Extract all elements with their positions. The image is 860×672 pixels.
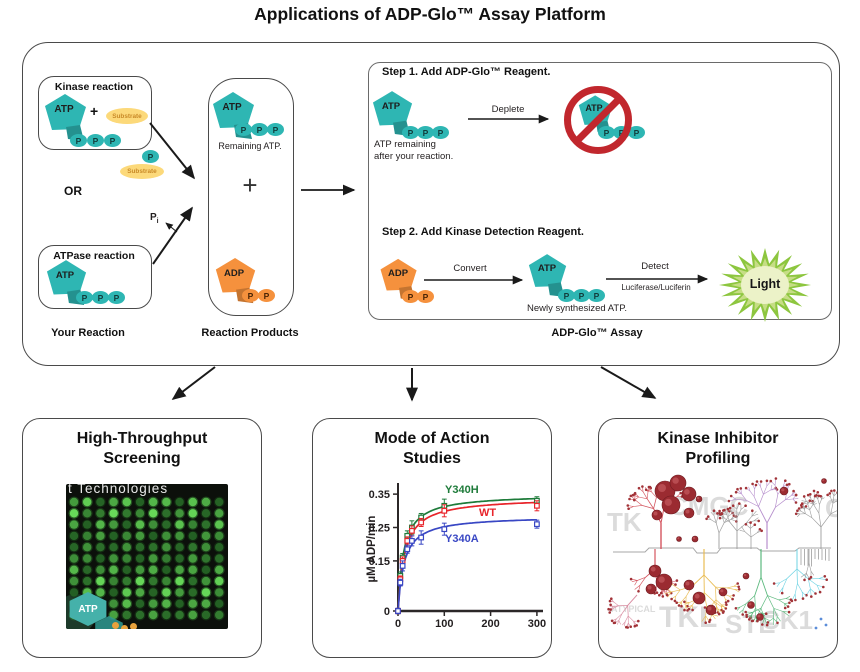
svg-text:0.25: 0.25 [369,523,390,535]
atp-badge-label: ATP [78,603,98,615]
phosphate-chip: P [573,289,590,302]
convert-label: Convert [453,263,487,274]
phosphate-chip: P [92,291,109,304]
panel3-title-line2: Profiling [685,450,751,467]
orange-dot [121,625,128,629]
adp-label: ADP [223,268,245,279]
light-label: Light [749,277,781,291]
pi-label: Pi [150,212,159,225]
adp-glo-assay-label: ADP-Glo™ Assay [551,327,643,339]
phospho-substrate-blob: Substrate [120,164,164,179]
orange-dot [112,622,119,629]
substrate-label: Substrate [112,112,142,120]
phosphate-chip: P [104,134,121,147]
phosphate-chip: P [588,289,605,302]
phosphate-chip: P [251,123,268,136]
microplate-image: t Technologies ATP [66,484,228,629]
step1-title: Step 1. Add ADP-Glo™ Reagent. [382,66,551,78]
phosphate-chip: P [417,126,434,139]
svg-text:100: 100 [435,618,453,630]
kinase-reaction-title: Kinase reaction [54,81,134,93]
phosphate-chip: P [70,134,87,147]
watermark-ck1: CK1 [761,605,814,635]
atp-remaining-line2: after your reaction. [374,151,454,162]
phosphate-chip: P [235,123,252,136]
step2-title: Step 2. Add Kinase Detection Reagent. [382,226,584,238]
panel2-title-line2: Studies [403,450,461,467]
atp-label: ATP [54,104,74,115]
panel2-title-line1: Mode of Action [374,430,490,447]
arrow-to-panel-kip [600,366,657,399]
phosphate-chip: P [432,126,449,139]
newly-synthesized-label: Newly synthesized ATP. [527,303,627,314]
phosphate-chip: P [242,289,259,302]
phosphate-chip: P [628,126,645,139]
watermark-atypical: ATYPICAL [611,604,656,614]
panel3-title-line1: Kinase Inhibitor [657,430,779,447]
prohibition-icon [564,86,632,154]
svg-text:300: 300 [528,618,546,630]
released-phosphate-chip: P [142,150,159,163]
reaction-products-label: Reaction Products [201,327,299,339]
atp-label: ATP [222,102,242,113]
atp-label: ATP [537,263,557,274]
detect-label: Detect [641,261,669,272]
plus-sign: + [90,103,99,119]
phosphate-chip: P [267,123,284,136]
svg-text:µM ADP/min: µM ADP/min [366,516,378,583]
phosphate-chip: P [258,289,275,302]
arrow-to-panel-hts [171,366,216,400]
adp-label: ADP [387,268,409,279]
svg-text:0.35: 0.35 [369,489,390,501]
phosphate-chip: P [558,289,575,302]
svg-text:200: 200 [481,618,499,630]
atp-label: ATP [381,101,401,112]
watermark-c: C [825,495,837,521]
svg-text:0: 0 [395,618,401,630]
watermark-tk: TK [607,507,642,537]
orange-dot [130,623,137,629]
svg-text:WT: WT [479,507,496,519]
svg-text:Y340H: Y340H [445,484,479,496]
svg-text:0: 0 [384,606,390,618]
plus-sign: + [242,170,258,200]
panel-kinase-inhibitor-profiling: Kinase Inhibitor Profiling TK CMGC C ATY… [598,418,838,658]
phosphate-chip: P [108,291,125,304]
atp-remaining-line1: ATP remaining [374,139,436,150]
panel1-title-line2: Screening [103,450,181,467]
phosphate-chip: P [402,290,419,303]
atp-label: ATP [55,270,75,281]
kinome-tree [607,474,837,630]
deplete-label: Deplete [491,104,525,115]
svg-text:0.15: 0.15 [369,556,390,568]
phosphate-chip: P [76,291,93,304]
your-reaction-label: Your Reaction [51,327,125,339]
atpase-reaction-title: ATPase reaction [53,250,135,262]
luciferase-label: Luciferase/Luciferin [621,283,691,292]
panel-high-throughput-screening: High-Throughput Screening t Technologies… [22,418,262,658]
phosphate-chip: P [87,134,104,147]
substrate-label: Substrate [127,168,157,175]
remaining-atp-label: Remaining ATP. [218,141,282,151]
phosphate-chip: P [417,290,434,303]
kinetics-chart: 0 100 200 300 0 0.15 0.25 0.35 µM ADP/min Y340HWT… [366,483,546,630]
microplate-overlay-text: t Technologies [68,484,169,496]
or-label: OR [64,184,82,198]
light-burst-icon [719,248,811,322]
substrate-blob: Substrate [106,108,148,124]
phosphate-chip: P [402,126,419,139]
panel1-title-line1: High-Throughput [76,430,208,447]
svg-text:Y340A: Y340A [445,533,479,545]
figure-title: Applications of ADP-Glo™ Assay Platform [254,4,606,24]
panel-mode-of-action: Mode of Action Studies 0 100 200 300 0 0.15 0.… [312,418,552,658]
